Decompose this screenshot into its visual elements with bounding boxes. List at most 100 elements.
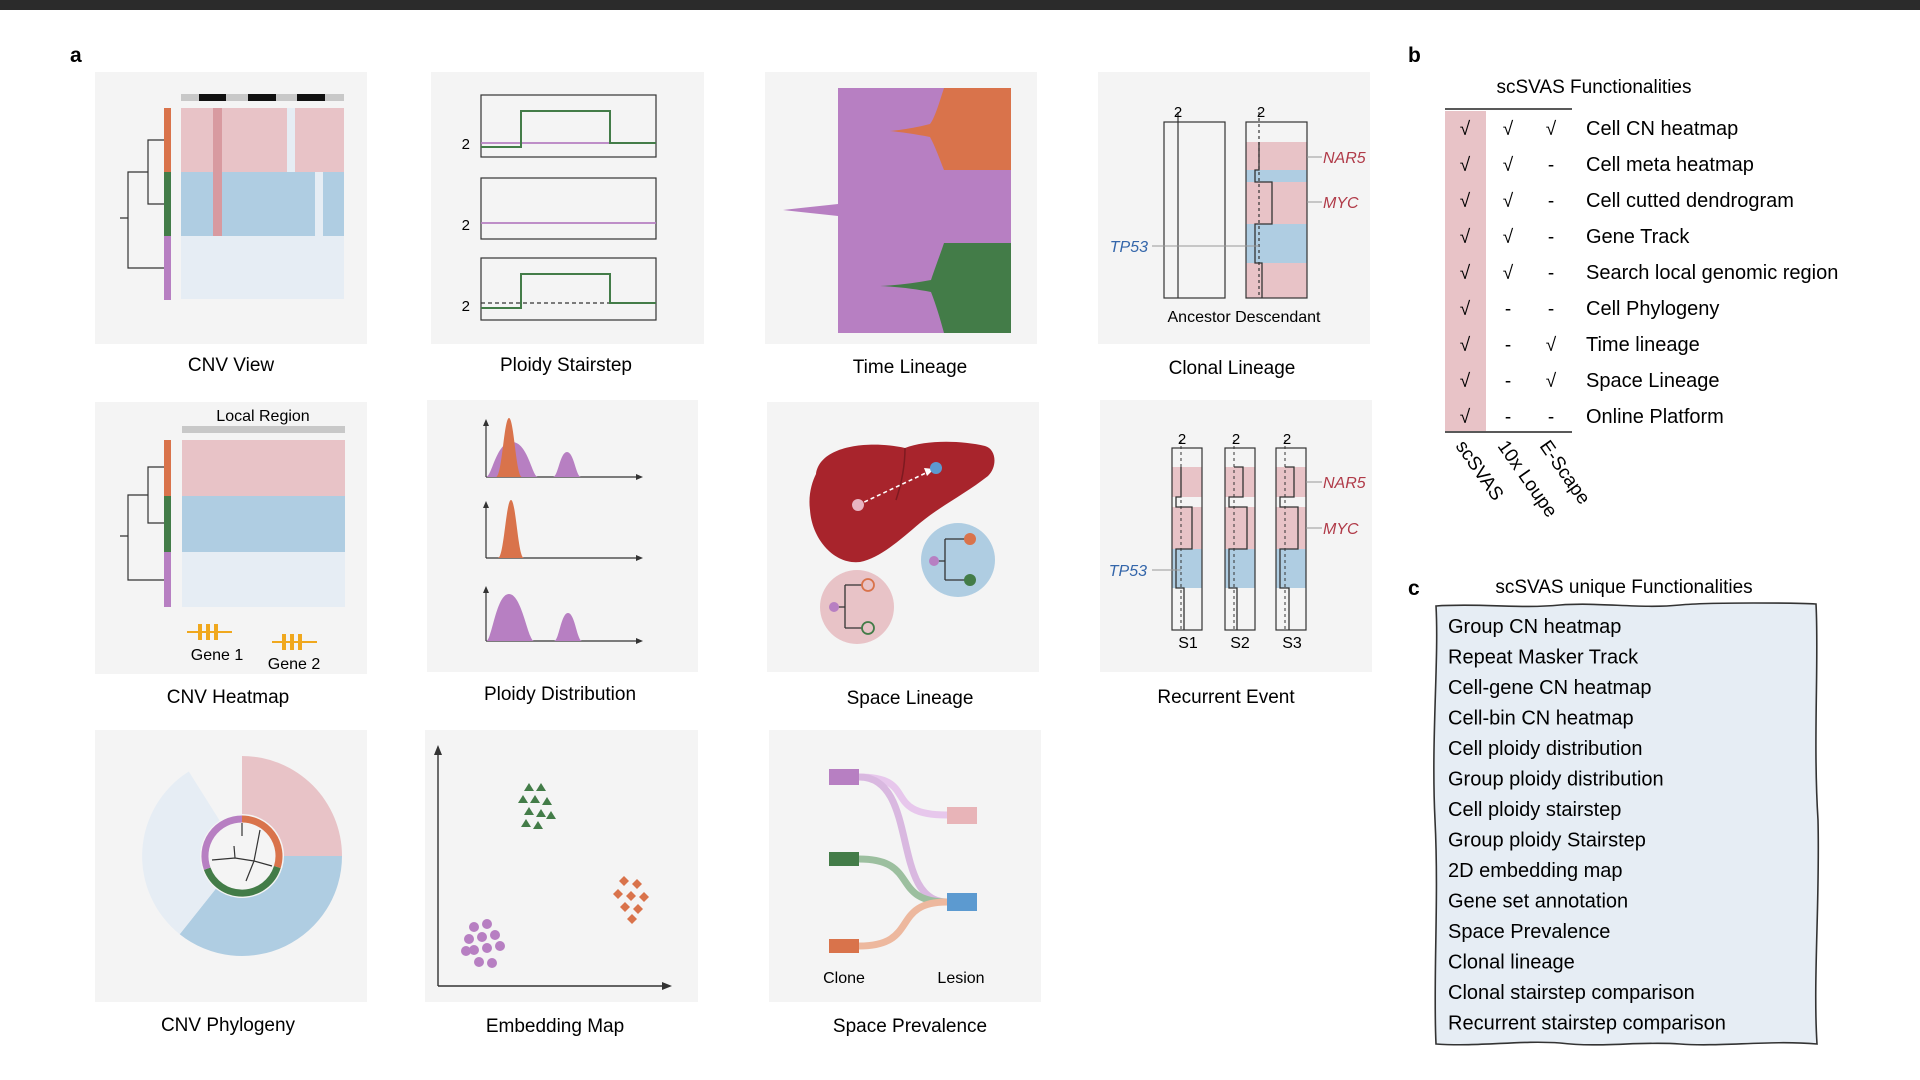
comparison-mark: √ xyxy=(1546,335,1557,356)
dendrogram xyxy=(120,139,164,269)
clone-bar-green xyxy=(164,496,171,552)
site-circle-blue xyxy=(921,523,995,597)
unique-item: Recurrent stairstep comparison xyxy=(1448,1013,1726,1035)
caption-clonal-lineage: Clonal Lineage xyxy=(1169,358,1296,379)
panel-label-b: b xyxy=(1408,44,1421,67)
site-tree-pink xyxy=(834,584,862,629)
sample-stairstep-s2 xyxy=(1224,440,1256,631)
distribution-plot-1 xyxy=(483,418,643,480)
tree-node xyxy=(964,533,976,545)
tree-node xyxy=(861,578,875,592)
heatmap-focal-column xyxy=(213,108,222,236)
comparison-feature-label: Cell Phylogeny xyxy=(1586,298,1719,320)
site-circle-pink xyxy=(820,570,894,644)
cnv-view-illustration xyxy=(120,94,344,300)
panel-bg-space-prevalence xyxy=(769,730,1041,1002)
unique-title: scSVAS unique Functionalities xyxy=(1495,577,1752,598)
comparison-feature-label: Space Lineage xyxy=(1586,370,1719,392)
clone-axis-label: Clone xyxy=(823,970,865,987)
unique-item: Cell ploidy distribution xyxy=(1448,738,1643,760)
cluster-green-triangles xyxy=(518,783,556,829)
lineage-green-clone xyxy=(880,243,1011,333)
ploidy-label: 2 xyxy=(1232,431,1240,448)
ploidy-label: 2 xyxy=(1178,431,1186,448)
gene-1-icon xyxy=(187,624,232,640)
gene-label-nar5: NAR5 xyxy=(1323,475,1366,492)
sample-label: S1 xyxy=(1178,635,1198,652)
comparison-mark: - xyxy=(1548,407,1554,428)
comparison-mark: √ xyxy=(1460,227,1471,248)
lesion-axis-label: Lesion xyxy=(937,970,984,987)
cluster-orange-diamonds xyxy=(613,876,649,924)
unique-item: Repeat Masker Track xyxy=(1448,647,1639,669)
clone-arc-purple xyxy=(201,815,243,870)
panel-label-a: a xyxy=(70,44,82,67)
heatmap-focal-column xyxy=(315,172,323,236)
comparison-mark: √ xyxy=(1460,371,1471,392)
lesion-node-pink xyxy=(947,807,977,824)
panel-bg-embedding-map xyxy=(425,730,698,1002)
chromosome-band xyxy=(297,94,325,101)
descendant-gain xyxy=(1246,182,1307,224)
comparison-mark: √ xyxy=(1503,227,1514,248)
heatmap-loss-block xyxy=(182,496,345,552)
metastasis-arrow xyxy=(857,470,931,506)
caption-cnv-view: CNV View xyxy=(188,355,275,376)
clonal-lineage-illustration xyxy=(1152,112,1322,299)
unique-item: Gene set annotation xyxy=(1448,891,1628,913)
ring-sector-loss xyxy=(179,856,342,956)
comparison-rows: √ √ √ Cell CN heatmap √ √ - Cell meta heatmap √ √… xyxy=(1460,118,1839,428)
caption-recurrent-event: Recurrent Event xyxy=(1157,687,1295,708)
unique-item: Cell-gene CN heatmap xyxy=(1448,677,1651,699)
comparison-mark: √ xyxy=(1460,407,1471,428)
comparison-feature-label: Cell CN heatmap xyxy=(1586,118,1738,140)
unique-items: Group CN heatmap Repeat Masker Track Cell-… xyxy=(1448,616,1726,1035)
gene-label-myc: MYC xyxy=(1323,521,1359,538)
comparison-feature-label: Cell cutted dendrogram xyxy=(1586,190,1794,212)
descendant-loss xyxy=(1246,224,1307,263)
ploidy-label: 2 xyxy=(1257,104,1265,121)
caption-space-lineage: Space Lineage xyxy=(847,688,974,709)
gene-2-icon xyxy=(272,634,317,650)
tree-node xyxy=(929,556,939,566)
y-axis-arrow xyxy=(434,745,442,755)
clone-arc-green xyxy=(203,865,281,897)
ploidy-label: 2 xyxy=(1174,104,1182,121)
comparison-mark: - xyxy=(1548,299,1554,320)
comparison-mark: - xyxy=(1505,299,1511,320)
comparison-mark: - xyxy=(1548,155,1554,176)
lineage-orange-clone xyxy=(890,88,1011,170)
chromosome-band xyxy=(199,94,226,101)
panel-bg-ploidy-stairstep xyxy=(431,72,704,344)
ploidy-distribution-illustration xyxy=(483,418,643,644)
tree-node xyxy=(829,602,839,612)
comparison-feature-label: Online Platform xyxy=(1586,406,1724,428)
comparison-mark: - xyxy=(1548,191,1554,212)
comparison-mark: √ xyxy=(1460,119,1471,140)
caption-cnv-heatmap: CNV Heatmap xyxy=(167,687,290,708)
comparison-mark: - xyxy=(1505,335,1511,356)
heatmap-neutral-block xyxy=(181,236,344,299)
comparison-mark: √ xyxy=(1546,119,1557,140)
comparison-feature-label: Gene Track xyxy=(1586,226,1690,248)
chromosome-band xyxy=(248,94,276,101)
unique-item: Cell ploidy stairstep xyxy=(1448,799,1621,821)
comparison-mark: √ xyxy=(1460,299,1471,320)
descendant-stairstep xyxy=(1245,121,1308,299)
comparison-feature-label: Cell meta heatmap xyxy=(1586,154,1754,176)
comparison-mark: - xyxy=(1548,227,1554,248)
comparison-feature-label: Search local genomic region xyxy=(1586,262,1838,284)
comparison-mark: - xyxy=(1548,263,1554,284)
comparison-mark: √ xyxy=(1460,191,1471,212)
unique-item: Clonal stairstep comparison xyxy=(1448,982,1695,1004)
sample-stairstep-s3 xyxy=(1275,440,1307,631)
lesion-node-blue xyxy=(947,893,977,911)
heatmap-focal-column xyxy=(287,108,295,172)
caption-cnv-phylogeny: CNV Phylogeny xyxy=(161,1015,296,1036)
dendrogram xyxy=(120,466,164,581)
time-lineage-illustration xyxy=(783,88,1011,333)
clone-node-orange xyxy=(829,939,859,953)
scsvas-highlight-column xyxy=(1445,111,1486,431)
unique-item: Cell-bin CN heatmap xyxy=(1448,708,1634,730)
cnv-phylogeny-illustration xyxy=(142,756,342,956)
